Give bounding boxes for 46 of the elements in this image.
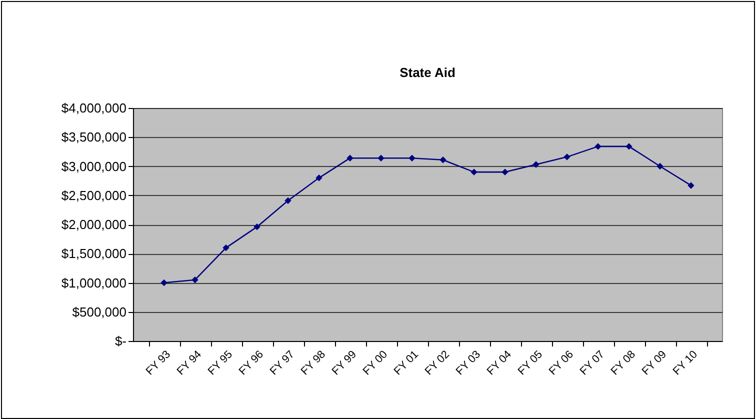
y-tick-label: $4,000,000 bbox=[61, 100, 126, 116]
x-tick-label: FY 94 bbox=[174, 348, 204, 378]
x-tick-label: FY 99 bbox=[330, 348, 359, 378]
x-tick-label: FY 03 bbox=[454, 348, 483, 378]
point bbox=[594, 143, 602, 150]
x-tick-label: FY 96 bbox=[236, 348, 266, 378]
x-tick-label: FY 02 bbox=[422, 348, 452, 378]
x-tick-label: FY 08 bbox=[608, 348, 638, 378]
x-tick-label: FY 98 bbox=[298, 348, 328, 378]
point bbox=[532, 161, 540, 168]
point bbox=[378, 154, 384, 162]
point bbox=[626, 143, 632, 150]
x-tick-label: FY 10 bbox=[670, 348, 700, 378]
x-tick-label: FY 00 bbox=[360, 348, 390, 378]
point bbox=[656, 162, 664, 170]
point bbox=[502, 168, 508, 176]
y-tick-label: $3,000,000 bbox=[61, 158, 126, 174]
y-tick-label: $2,000,000 bbox=[61, 217, 126, 232]
x-tick-label: FY 07 bbox=[578, 348, 607, 378]
point bbox=[254, 223, 260, 230]
x-tick-label: FY 95 bbox=[206, 348, 235, 378]
point bbox=[688, 182, 694, 189]
point bbox=[222, 244, 230, 252]
point bbox=[284, 197, 292, 204]
point bbox=[564, 154, 570, 160]
point bbox=[346, 154, 354, 162]
point bbox=[440, 156, 446, 164]
y-tick-label: $3,500,000 bbox=[61, 130, 126, 145]
y-tick-label: $2,500,000 bbox=[61, 188, 126, 203]
point bbox=[160, 279, 168, 286]
y-tick-label: $1,500,000 bbox=[61, 246, 126, 262]
x-tick-label: FY 05 bbox=[516, 348, 545, 378]
y-tick-label: $- bbox=[114, 334, 126, 348]
x-tick-label: FY 04 bbox=[484, 348, 514, 378]
chart-title: State Aid bbox=[400, 65, 456, 80]
point bbox=[470, 168, 478, 176]
x-tick-label: FY 06 bbox=[546, 348, 576, 378]
point bbox=[408, 154, 416, 162]
y-tick-label: $500,000 bbox=[72, 304, 126, 320]
x-tick-label: FY 01 bbox=[392, 348, 421, 378]
x-tick-label: FY 93 bbox=[144, 348, 173, 378]
x-tick-label: FY 97 bbox=[268, 348, 297, 378]
point bbox=[316, 174, 322, 182]
x-tick-label: FY 09 bbox=[640, 348, 669, 378]
point bbox=[192, 276, 198, 284]
y-tick-label: $1,000,000 bbox=[61, 275, 126, 290]
